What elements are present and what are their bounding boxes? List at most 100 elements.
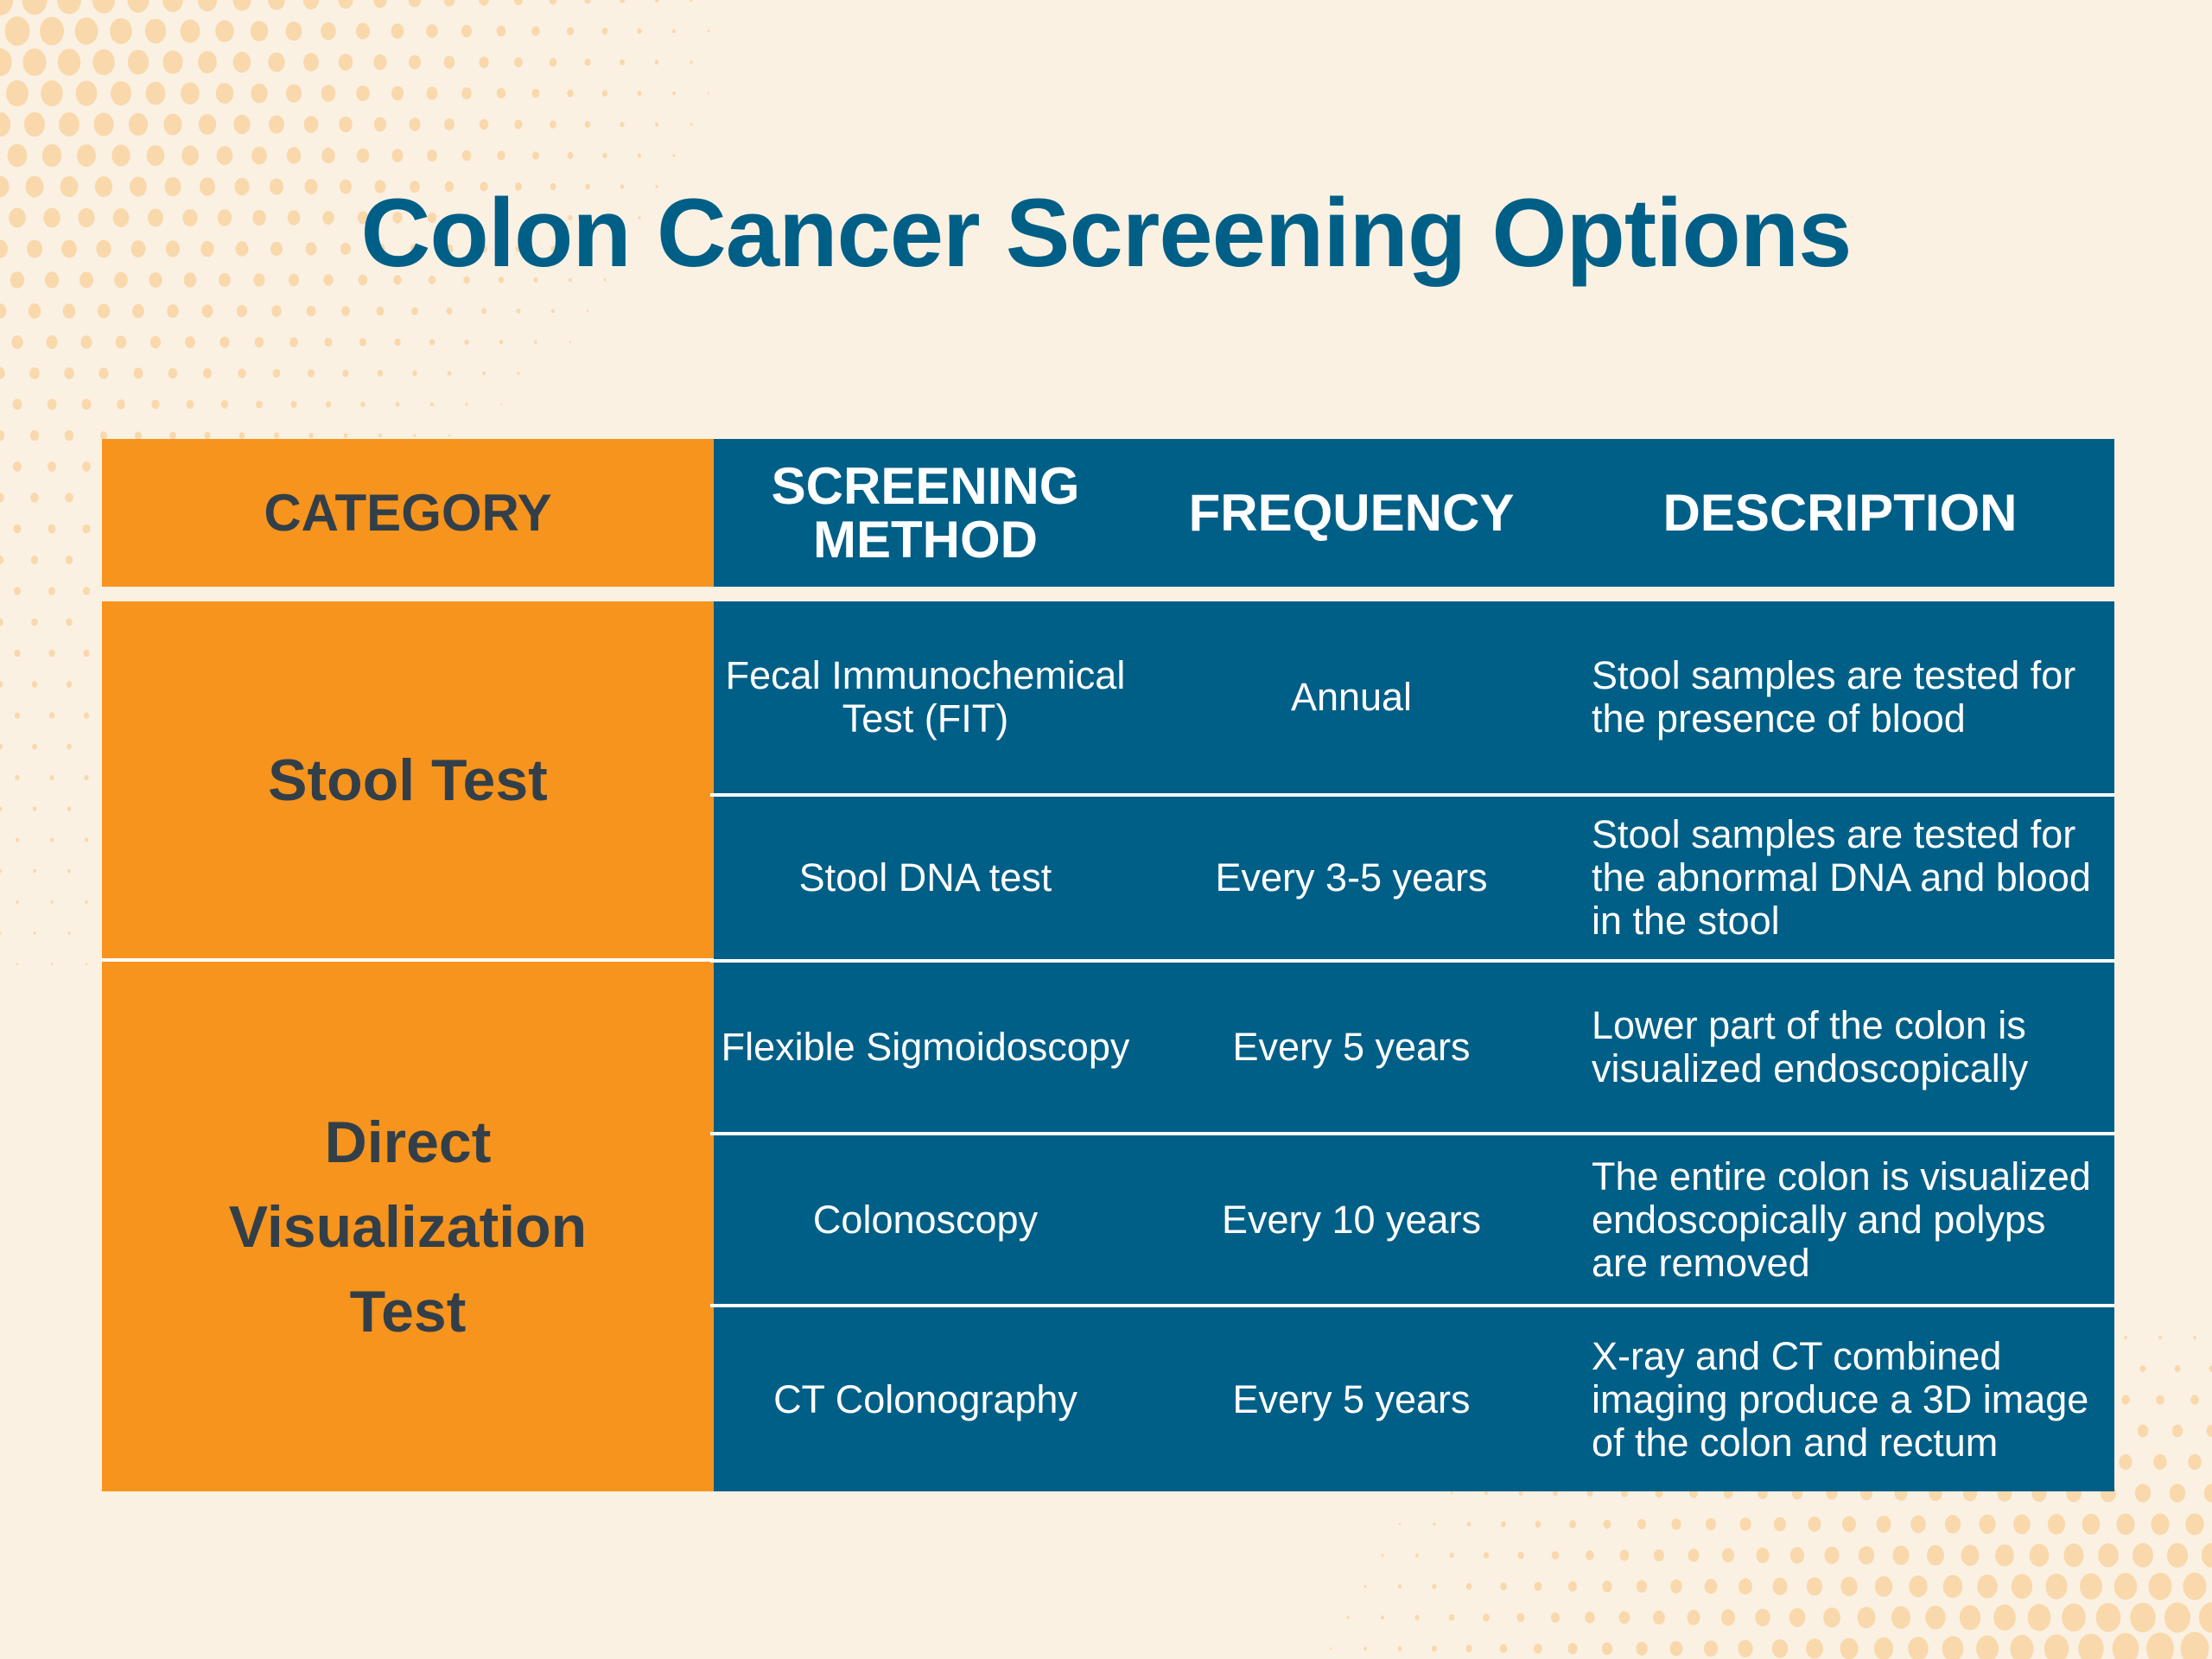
cell-screening-method: Fecal Immunochemical Test (FIT) <box>714 601 1137 793</box>
halftone-dot <box>549 57 557 67</box>
halftone-dot <box>48 587 56 595</box>
halftone-dot <box>1483 1552 1490 1559</box>
halftone-dot <box>0 0 14 16</box>
halftone-dot <box>482 371 486 376</box>
halftone-dot <box>1944 1515 1961 1534</box>
halftone-dot <box>268 0 285 10</box>
halftone-dot <box>1484 1491 1488 1496</box>
halftone-dot <box>531 26 540 36</box>
halftone-dot <box>2082 1513 2101 1535</box>
halftone-dot <box>1942 1574 1963 1599</box>
halftone-dot <box>358 274 368 286</box>
halftone-dot <box>619 0 626 3</box>
halftone-dot <box>169 431 176 440</box>
halftone-dot <box>304 179 318 194</box>
halftone-dot <box>308 432 314 439</box>
halftone-dot <box>1553 1490 1558 1497</box>
halftone-dot <box>13 524 22 534</box>
halftone-dot <box>286 147 302 164</box>
halftone-dot <box>0 618 3 626</box>
halftone-dot <box>1688 1548 1700 1562</box>
halftone-dot <box>30 555 39 565</box>
halftone-dot <box>67 868 71 874</box>
halftone-dot <box>32 743 37 750</box>
halftone-dot <box>1398 1522 1402 1526</box>
halftone-dot <box>1431 1645 1438 1652</box>
halftone-dot <box>1874 1575 1893 1598</box>
halftone-dot <box>1329 1647 1332 1650</box>
halftone-dot <box>62 303 76 319</box>
halftone-dot <box>513 0 524 5</box>
halftone-dot <box>1773 1516 1787 1532</box>
halftone-dot <box>28 303 41 319</box>
halftone-dot <box>443 55 455 69</box>
halftone-dot <box>81 398 92 410</box>
halftone-dot <box>395 402 400 407</box>
halftone-dot <box>16 963 19 966</box>
halftone-dot <box>1448 1614 1455 1621</box>
halftone-dot <box>1772 1577 1788 1596</box>
halftone-dot <box>391 23 404 39</box>
halftone-dot <box>602 152 607 159</box>
halftone-dot <box>1363 1646 1367 1651</box>
halftone-dot <box>342 369 349 378</box>
halftone-dot <box>1534 1643 1542 1654</box>
cell-frequency: Every 3-5 years <box>1137 797 1566 959</box>
halftone-dot <box>268 115 285 134</box>
category-stool-test: Stool Test <box>102 601 714 959</box>
halftone-dot <box>1925 1605 1946 1630</box>
halftone-dot <box>1602 1580 1612 1592</box>
halftone-dot <box>251 83 268 104</box>
category-direct-visualization: Direct Visualization Test <box>102 962 714 1491</box>
cell-description: X-ray and CT combined imaging produce a … <box>1566 1307 2114 1491</box>
halftone-dot <box>584 58 591 67</box>
halftone-dot <box>256 400 263 409</box>
halftone-dot <box>1671 1518 1681 1530</box>
halftone-dot <box>1891 1605 1911 1630</box>
halftone-dot <box>25 175 44 198</box>
halftone-dot <box>65 493 73 503</box>
halftone-dot <box>64 367 74 379</box>
halftone-dot <box>165 240 181 257</box>
halftone-dot <box>323 274 334 286</box>
halftone-dot <box>197 0 218 12</box>
halftone-dot <box>289 337 298 347</box>
halftone-dot <box>0 555 4 565</box>
halftone-dot <box>199 177 216 196</box>
halftone-dot <box>110 17 132 45</box>
halftone-dot <box>234 177 250 196</box>
halftone-dot <box>325 401 332 408</box>
halftone-dot <box>1567 1643 1578 1655</box>
halftone-dot <box>13 461 22 472</box>
halftone-dot <box>445 244 454 254</box>
halftone-dot <box>1720 1609 1736 1626</box>
halftone-dot <box>198 114 217 135</box>
row-divider <box>710 1304 2114 1307</box>
halftone-dot <box>1517 1551 1524 1560</box>
halftone-dot <box>1501 1521 1506 1528</box>
halftone-dot <box>130 176 147 197</box>
halftone-dot <box>393 275 402 285</box>
halftone-dot <box>479 0 489 6</box>
halftone-dot <box>1755 1608 1770 1627</box>
halftone-dot <box>2148 1573 2172 1600</box>
halftone-dot <box>44 271 60 289</box>
halftone-dot <box>0 806 3 811</box>
halftone-dot <box>1586 1550 1594 1560</box>
halftone-dot <box>497 150 505 161</box>
halftone-dot <box>75 80 98 106</box>
halftone-dot <box>1977 1574 1998 1599</box>
cell-description: Lower part of the colon is visualized en… <box>1566 963 2114 1132</box>
halftone-dot <box>23 111 46 137</box>
halftone-dot <box>114 271 128 289</box>
halftone-dot <box>132 303 144 319</box>
halftone-dot <box>198 51 217 73</box>
row-divider <box>710 1132 2114 1135</box>
header-frequency: FREQUENCY <box>1137 439 1566 587</box>
halftone-dot <box>566 27 575 35</box>
halftone-dot <box>235 241 249 257</box>
halftone-dot <box>99 367 109 379</box>
halftone-dot <box>1637 1519 1647 1529</box>
halftone-dot <box>1806 1577 1823 1596</box>
halftone-dot <box>534 340 537 344</box>
